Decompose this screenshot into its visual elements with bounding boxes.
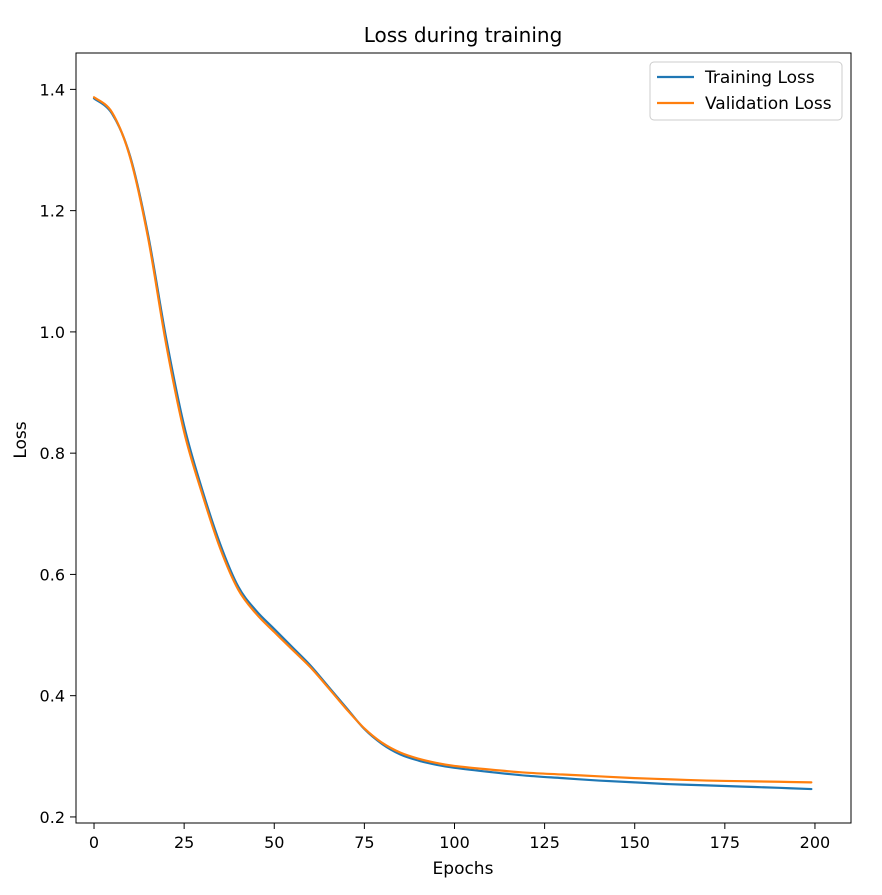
x-tick-label: 150 (619, 833, 650, 852)
y-tick-label: 0.8 (40, 444, 65, 463)
y-tick-label: 0.4 (40, 687, 65, 706)
x-tick-label: 200 (800, 833, 831, 852)
legend-label-validation-loss: Validation Loss (705, 94, 832, 114)
y-tick-label: 1.4 (40, 80, 65, 99)
axes-layer: 0 25 50 75 100 125 150 175 200 0.2 0.4 0.6 0.8 1.0 1.2… (40, 52, 852, 852)
series-line-validation-loss (92, 96, 813, 784)
x-tick-label: 125 (529, 833, 560, 852)
plot-frame (75, 52, 852, 824)
x-tick-label: 50 (264, 833, 284, 852)
x-tick-label: 75 (354, 833, 374, 852)
plot-layer (92, 96, 813, 791)
y-tick-label: 1.0 (40, 323, 65, 342)
legend-box (649, 61, 843, 121)
x-tick-label: 0 (89, 833, 99, 852)
y-axis-label: Loss (11, 421, 31, 458)
y-tick-label: 0.2 (40, 808, 65, 827)
y-tick-label: 1.2 (40, 202, 65, 221)
chart-title: Loss during training (364, 23, 563, 47)
legend-label-training-loss: Training Loss (704, 68, 815, 88)
y-tick-label: 0.6 (40, 565, 65, 584)
x-tick-label: 25 (174, 833, 194, 852)
legend: Training Loss Validation Loss (649, 61, 843, 121)
x-tick-label: 175 (710, 833, 741, 852)
x-axis-label: Epochs (433, 859, 494, 879)
x-tick-label: 100 (439, 833, 470, 852)
